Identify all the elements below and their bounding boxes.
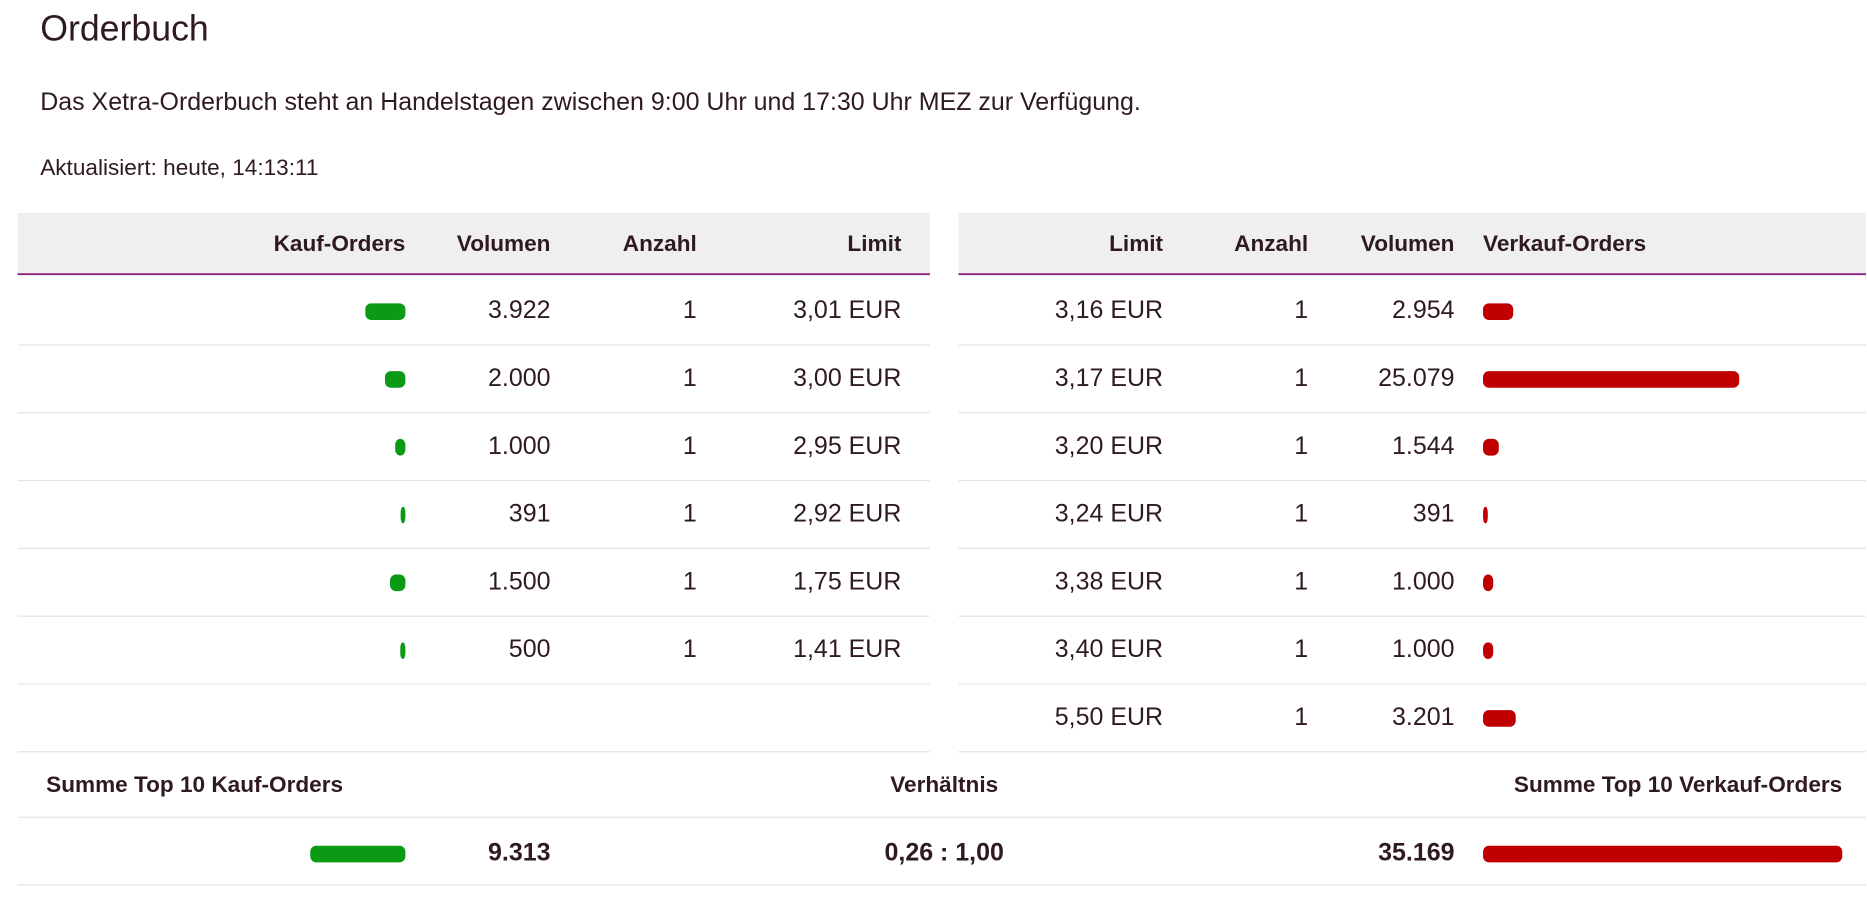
limit: 2,95 EUR	[793, 432, 901, 460]
count: 1	[1294, 432, 1308, 460]
summary-buy-label: Summe Top 10 Kauf-Orders	[46, 772, 343, 797]
volume: 1.000	[488, 432, 550, 460]
limit: 1,75 EUR	[793, 567, 901, 595]
volume: 1.544	[1392, 432, 1455, 460]
volume-bar	[1483, 506, 1488, 524]
volume-bar	[395, 438, 406, 456]
volume: 391	[1413, 500, 1455, 528]
limit: 3,40 EUR	[1055, 635, 1163, 663]
volume-bar	[1483, 371, 1740, 388]
column-header: Limit	[847, 231, 901, 256]
limit: 3,17 EUR	[1055, 364, 1163, 392]
volume: 3.922	[488, 296, 550, 324]
count: 1	[1294, 635, 1308, 663]
volume: 25.079	[1378, 364, 1454, 392]
summary-sell-label: Summe Top 10 Verkauf-Orders	[1514, 772, 1842, 797]
column-header: Verkauf-Orders	[1483, 231, 1646, 256]
column-header: Kauf-Orders	[274, 231, 406, 256]
column-header: Anzahl	[623, 231, 697, 256]
buy-total: 9.313	[488, 839, 550, 867]
limit: 3,24 EUR	[1055, 500, 1163, 528]
volume-bar	[310, 845, 406, 863]
volume: 2.000	[488, 364, 550, 392]
limit: 1,41 EUR	[793, 635, 901, 663]
volume-bar	[1483, 438, 1499, 456]
column-header: Limit	[1109, 231, 1163, 256]
updated: Aktualisiert: heute, 14:13:11	[40, 155, 318, 180]
title: Orderbuch	[40, 8, 209, 48]
volume-bar	[384, 371, 406, 388]
count: 1	[1294, 703, 1308, 731]
sell-header	[958, 212, 1867, 274]
column-header: Volumen	[457, 231, 551, 256]
count: 1	[683, 432, 697, 460]
count: 1	[683, 500, 697, 528]
count: 1	[1294, 296, 1308, 324]
count: 1	[1294, 364, 1308, 392]
column-header: Anzahl	[1234, 231, 1308, 256]
limit: 3,16 EUR	[1055, 296, 1163, 324]
volume: 1.500	[488, 567, 550, 595]
volume: 1.000	[1392, 635, 1454, 663]
volume-bar	[400, 506, 406, 524]
count: 1	[683, 296, 697, 324]
limit: 2,92 EUR	[793, 500, 901, 528]
count: 1	[1294, 567, 1308, 595]
volume: 500	[509, 635, 551, 663]
ratio: 0,26 : 1,00	[885, 839, 1004, 867]
sell-total: 35.169	[1378, 839, 1454, 867]
limit: 3,20 EUR	[1055, 432, 1163, 460]
buy-header	[17, 212, 930, 274]
description: Das Xetra-Orderbuch steht an Handelstage…	[40, 88, 1141, 116]
volume-bar	[1483, 845, 1843, 863]
volume-bar	[1483, 303, 1514, 320]
count: 1	[683, 364, 697, 392]
count: 1	[683, 635, 697, 663]
volume-bar	[365, 303, 406, 320]
limit: 3,00 EUR	[793, 364, 901, 392]
volume: 391	[509, 500, 551, 528]
limit: 5,50 EUR	[1055, 703, 1163, 731]
volume: 1.000	[1392, 567, 1454, 595]
count: 1	[1294, 500, 1308, 528]
count: 1	[683, 567, 697, 595]
volume-bar	[390, 574, 406, 592]
volume-bar	[1483, 710, 1516, 727]
volume-bar	[1483, 642, 1494, 659]
limit: 3,38 EUR	[1055, 567, 1163, 595]
column-header: Volumen	[1361, 231, 1455, 256]
volume: 3.201	[1392, 703, 1454, 731]
volume: 2.954	[1392, 296, 1455, 324]
volume-bar	[1483, 574, 1494, 592]
summary-ratio-label: Verhältnis	[890, 772, 998, 797]
volume-bar	[400, 642, 406, 659]
limit: 3,01 EUR	[793, 296, 901, 324]
